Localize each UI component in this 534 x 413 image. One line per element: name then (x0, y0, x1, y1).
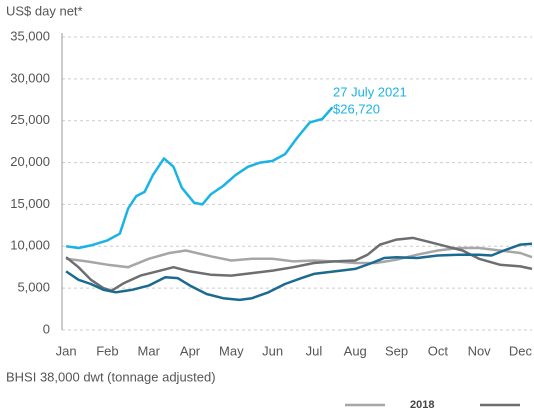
y-tick-label: 0 (43, 321, 50, 336)
y-tick-label: 35,000 (10, 28, 50, 43)
x-tick-label: Mar (138, 343, 161, 358)
x-tick-label: Feb (96, 343, 118, 358)
y-tick-label: 15,000 (10, 196, 50, 211)
x-tick-label: Sep (385, 343, 408, 358)
line (65, 242, 533, 302)
y-tick-label: 20,000 (10, 154, 50, 169)
y-tick-label: 25,000 (10, 112, 50, 127)
x-tick-label: Apr (180, 343, 201, 358)
y-axis-label: US$ day net* (6, 3, 83, 18)
x-axis-label: BHSI 38,000 dwt (tonnage adjusted) (6, 369, 216, 384)
x-tick-label: Oct (428, 343, 449, 358)
x-tick-label: May (219, 343, 244, 358)
line (65, 236, 533, 292)
y-tick-label: 30,000 (10, 70, 50, 85)
line (65, 106, 334, 250)
x-tick-label: Nov (468, 343, 492, 358)
annotation: 27 July 2021 (333, 84, 407, 99)
x-tick-label: Dec (509, 343, 533, 358)
x-tick-label: Jul (306, 343, 323, 358)
x-tick-label: Jun (262, 343, 283, 358)
y-tick-label: 5,000 (17, 280, 50, 295)
legend-label: 2018 (410, 399, 434, 411)
annotation: $26,720 (333, 101, 380, 116)
x-tick-label: Aug (344, 343, 367, 358)
x-tick-label: Jan (56, 343, 77, 358)
line (65, 246, 533, 269)
y-tick-label: 10,000 (10, 238, 50, 253)
